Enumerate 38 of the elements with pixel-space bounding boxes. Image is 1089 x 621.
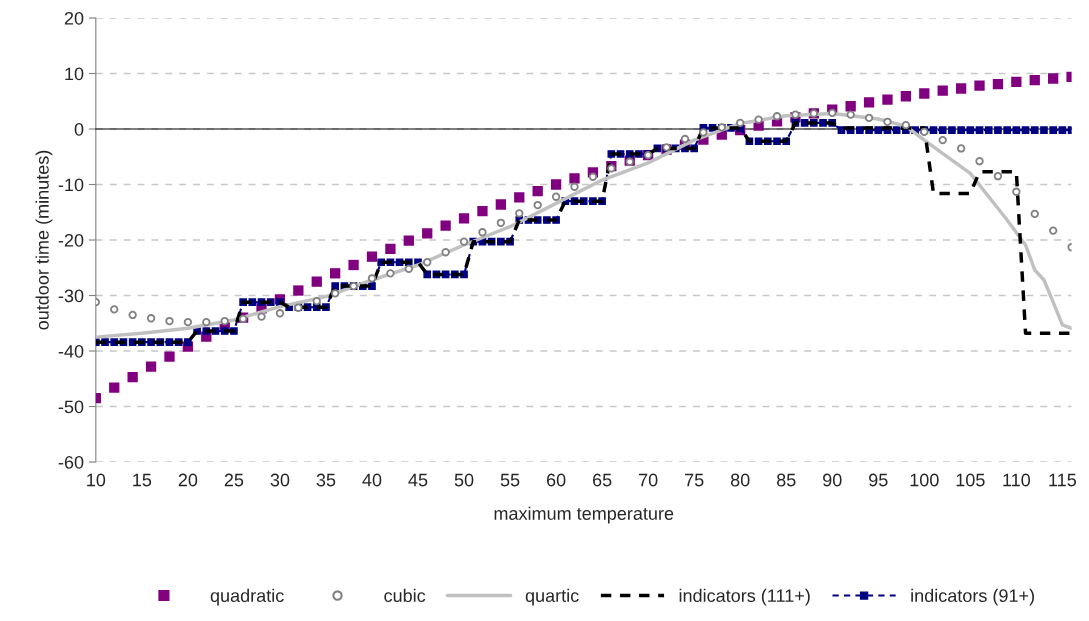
x-tick-label: 75 [685, 473, 704, 487]
x-tick-label: 90 [823, 473, 842, 487]
x-tick-label: 30 [270, 473, 290, 487]
x-axis-title: maximum temperature [494, 506, 674, 524]
x-tick-label: 80 [730, 473, 750, 487]
x-tick-label: 65 [592, 473, 612, 487]
y-axis-title: outdoor time (minutes) [35, 150, 53, 330]
x-tick-label: 100 [910, 473, 939, 487]
x-tick-label: 85 [776, 473, 796, 487]
x-tick-label: 15 [133, 473, 152, 487]
legend-label: quadratic [210, 588, 284, 606]
legend-label: cubic [384, 588, 426, 603]
y-tick-label: 0 [74, 122, 84, 136]
legend-label: indicators (111+) [679, 588, 810, 606]
x-tick-label: 95 [869, 473, 888, 487]
x-tick-label: 115 [1049, 473, 1077, 487]
x-tick-label: 60 [546, 473, 566, 487]
x-tick-label: 50 [454, 473, 474, 487]
y-tick-label: -20 [58, 233, 84, 247]
x-tick-label: 110 [1003, 473, 1031, 487]
y-tick-label: 20 [64, 11, 84, 25]
y-tick-label: -60 [58, 455, 84, 469]
y-tick-label: -30 [58, 289, 84, 303]
x-tick-label: 35 [316, 473, 336, 487]
y-tick-label: 10 [65, 67, 84, 81]
legend-label: indicators (91+) [911, 588, 1034, 606]
x-tick-label: 20 [178, 473, 198, 487]
x-tick-label: 55 [500, 473, 520, 487]
x-tick-label: 25 [224, 473, 244, 487]
y-tick-label: -50 [58, 400, 84, 414]
x-tick-label: 70 [639, 473, 658, 487]
x-tick-label: 45 [408, 473, 428, 487]
legend-label: quartic [525, 588, 579, 606]
y-tick-label: -40 [58, 344, 84, 358]
x-tick-label: 10 [87, 473, 106, 487]
x-tick-label: 40 [362, 473, 382, 487]
x-tick-label: 105 [956, 473, 985, 487]
y-tick-label: -10 [58, 178, 84, 192]
